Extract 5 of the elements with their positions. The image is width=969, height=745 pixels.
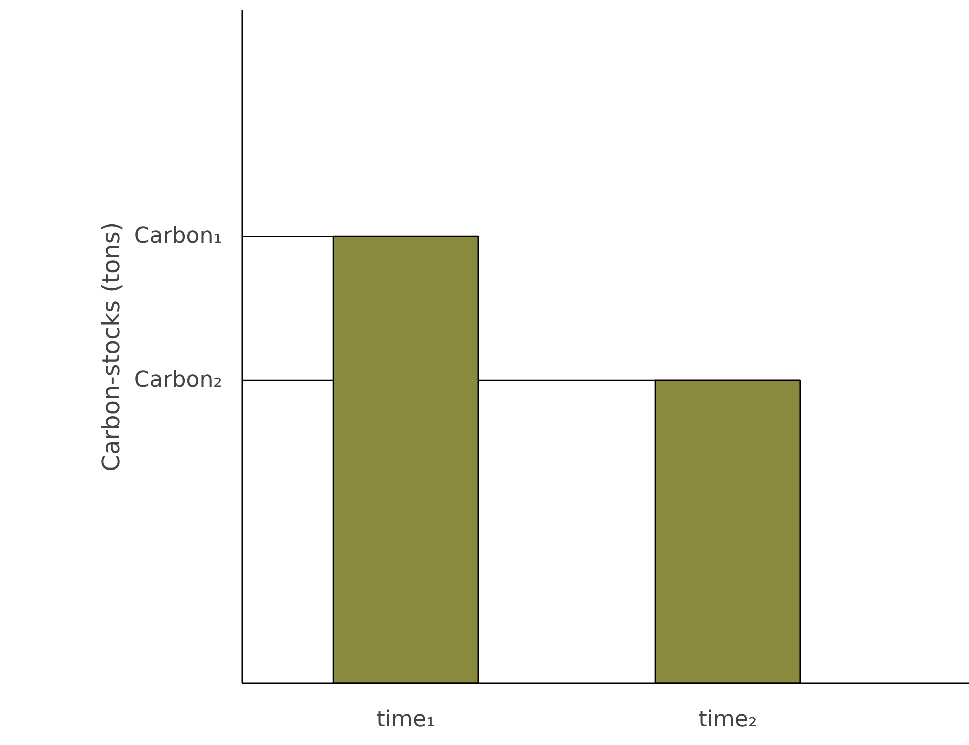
x-tick-label: time₁ (376, 708, 436, 732)
ref-line-label: Carbon₁ (134, 224, 223, 250)
x-tick-label: time₂ (698, 708, 758, 732)
ref-line-label: Carbon₂ (134, 368, 223, 394)
y-axis-title: Carbon-stocks (tons) (97, 222, 126, 472)
